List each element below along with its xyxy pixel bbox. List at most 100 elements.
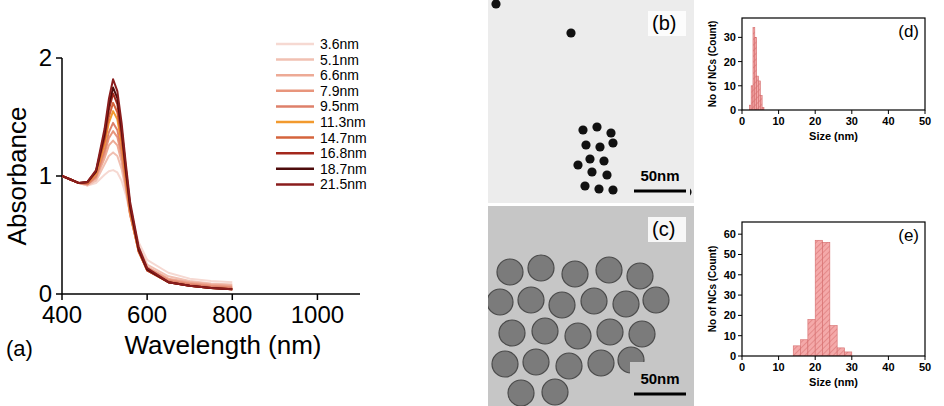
x-tick-label: 40 (882, 361, 894, 373)
y-tick (56, 57, 62, 59)
particle (491, 0, 500, 9)
y-tick (738, 85, 742, 86)
particle (556, 353, 582, 379)
particle (595, 142, 604, 151)
label-patch (648, 11, 686, 36)
legend-swatch (276, 90, 314, 93)
particle (578, 125, 587, 134)
panel-letter: (b) (652, 12, 676, 34)
y-tick (738, 37, 742, 38)
particle (565, 323, 591, 349)
x-axis (62, 293, 360, 295)
particle (594, 184, 603, 193)
histogram-bar (808, 319, 815, 356)
x-tick-label: 20 (809, 361, 821, 373)
x-tick-label: 800 (212, 301, 252, 328)
bars (749, 28, 764, 110)
legend-label: 21.5nm (320, 176, 367, 192)
y-tick-label: 50 (724, 248, 736, 260)
x-tick-label: 10 (772, 115, 784, 127)
legend-swatch (276, 105, 314, 108)
particle (596, 257, 622, 283)
particle (488, 289, 513, 315)
legend-swatch (276, 136, 314, 139)
x-tick-label: 30 (846, 361, 858, 373)
legend-swatch (276, 43, 314, 46)
x-tick (815, 356, 816, 360)
scale-bar-patch (630, 159, 690, 199)
x-tick (925, 110, 926, 114)
spectrum-line (62, 103, 232, 289)
x-tick (851, 356, 852, 360)
x-tick-label: 1000 (291, 301, 344, 328)
particle (606, 128, 615, 137)
histogram-bar (793, 346, 800, 356)
y-tick (738, 356, 742, 357)
panel-a: 4006008001000012AbsorbanceWavelength (nm… (2, 36, 367, 361)
y-axis-title: Absorbance (2, 107, 32, 246)
legend-label: 3.6nm (320, 36, 359, 52)
particle (597, 319, 623, 345)
panel-letter: (a) (6, 336, 33, 361)
y-tick (738, 315, 742, 316)
spectrum-line (62, 141, 232, 286)
histogram-bar (844, 352, 851, 356)
plot-frame (742, 18, 925, 110)
y-tick-label: 40 (724, 269, 736, 281)
spectrum-line (62, 131, 232, 287)
particle (542, 379, 568, 405)
spectrum-line (62, 123, 232, 288)
x-tick-label: 10 (772, 361, 784, 373)
particle (585, 154, 594, 163)
x-tick (317, 294, 319, 300)
y-tick-label: 0 (730, 104, 736, 116)
legend-label: 16.8nm (320, 145, 367, 161)
particle (497, 259, 523, 285)
x-tick (888, 356, 889, 360)
panel-letter: (e) (898, 226, 919, 245)
particle (581, 140, 590, 149)
image-background (488, 206, 694, 406)
x-tick-label: 40 (882, 115, 894, 127)
y-tick-label: 30 (724, 31, 736, 43)
legend-label: 7.9nm (320, 83, 359, 99)
x-tick-label: 0 (739, 115, 745, 127)
histogram-bar (830, 326, 837, 356)
y-tick (56, 293, 62, 295)
x-tick (888, 110, 889, 114)
plot-frame (742, 222, 925, 356)
spectrum-line (62, 88, 232, 290)
particle (492, 351, 518, 377)
y-tick (738, 234, 742, 235)
y-tick (738, 254, 742, 255)
x-tick-label: 0 (739, 361, 745, 373)
y-tick-label: 1 (39, 162, 52, 189)
x-tick-label: 20 (809, 115, 821, 127)
bars (793, 240, 852, 356)
particle (588, 350, 614, 376)
tem-image: (b)50nm (488, 0, 694, 203)
legend-label: 6.6nm (320, 67, 359, 83)
particle (528, 255, 554, 281)
histogram-bar (815, 240, 822, 356)
scale-bar-label: 50nm (640, 370, 679, 387)
x-tick (851, 110, 852, 114)
particle (508, 380, 534, 406)
particle (518, 287, 544, 313)
y-tick (738, 110, 742, 111)
x-tick (61, 294, 63, 300)
x-tick (232, 294, 234, 300)
scale-bar-patch (630, 362, 690, 402)
spectrum-line (62, 111, 232, 289)
panel-letter: (d) (898, 22, 919, 41)
particle (562, 261, 588, 287)
particle (532, 318, 558, 344)
lines (62, 79, 232, 289)
particle (580, 181, 589, 190)
particle (581, 288, 607, 314)
legend-swatch (276, 183, 314, 186)
y-tick-label: 10 (724, 80, 736, 92)
histogram-panel: 010203040500102030405060No of NCs (Count… (707, 222, 931, 388)
figure: 4006008001000012AbsorbanceWavelength (nm… (0, 0, 944, 406)
y-tick-label: 20 (724, 56, 736, 68)
